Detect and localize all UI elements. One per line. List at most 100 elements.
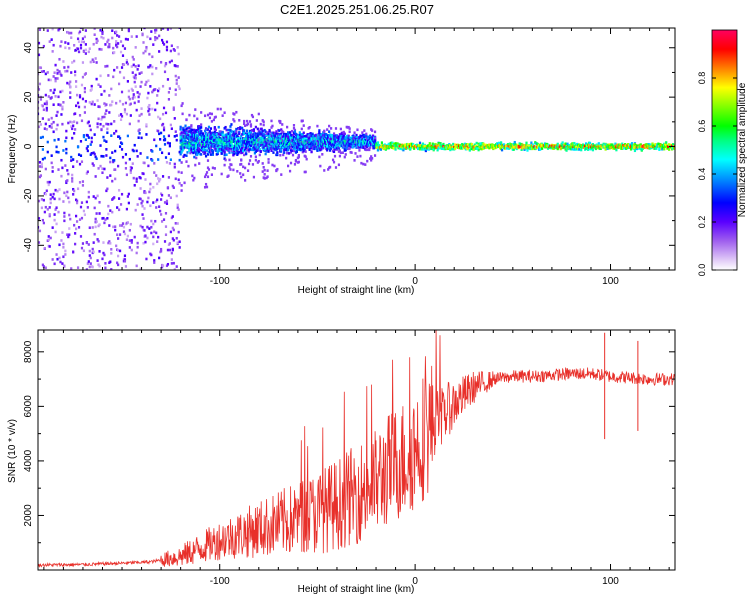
spectrogram-cell bbox=[140, 136, 143, 140]
spectrogram-cell bbox=[143, 161, 146, 165]
spectrogram-cell bbox=[289, 146, 293, 150]
spectrogram-cell bbox=[200, 130, 203, 133]
spectrogram-cell bbox=[228, 151, 231, 154]
spectrogram-cell bbox=[528, 144, 531, 148]
spectrogram-cell bbox=[39, 123, 43, 126]
spectrogram-cell bbox=[75, 201, 79, 205]
spectrogram-cell bbox=[376, 148, 380, 152]
spectrogram-cell bbox=[170, 258, 173, 261]
spectrogram-cell bbox=[48, 180, 51, 184]
spectrogram-cell bbox=[270, 149, 273, 152]
spectrogram-cell bbox=[372, 134, 375, 138]
spectrogram-cell bbox=[76, 187, 80, 191]
spectrogram-cell bbox=[196, 153, 199, 157]
spectrogram-cell bbox=[73, 59, 76, 63]
spectrogram-cell bbox=[117, 114, 121, 117]
spectrogram-cell bbox=[561, 141, 564, 144]
spectrogram-cell bbox=[417, 144, 421, 147]
spectrogram-cell bbox=[154, 108, 157, 112]
spectrogram-cell bbox=[217, 132, 220, 136]
spectrogram-cell bbox=[78, 24, 80, 27]
spectrogram-cell bbox=[596, 144, 599, 147]
spectrogram-cell bbox=[95, 157, 98, 161]
spectrogram-cell bbox=[162, 43, 166, 46]
spectrogram-cell bbox=[66, 190, 69, 194]
spectrogram-cell bbox=[153, 259, 156, 262]
spectrogram-cell bbox=[285, 156, 288, 160]
spectrogram-cell bbox=[133, 80, 136, 84]
colorbar-tick-label: 0.4 bbox=[697, 168, 707, 181]
spectrogram-cell bbox=[161, 112, 165, 116]
spectrogram-cell bbox=[339, 127, 342, 131]
spectrogram-cell bbox=[63, 219, 66, 223]
spectrogram-cell bbox=[334, 127, 338, 130]
spectrogram-cell bbox=[38, 86, 40, 89]
spectrogram-cell bbox=[115, 101, 118, 105]
spectrogram-cell bbox=[442, 142, 445, 146]
spectrogram-cell bbox=[148, 103, 151, 107]
spectrogram-cell bbox=[48, 206, 51, 209]
spectrogram-cell bbox=[63, 191, 66, 195]
spectrogram-cell bbox=[240, 149, 243, 153]
spectrogram-cell bbox=[482, 142, 485, 146]
spectrogram-cell bbox=[243, 132, 246, 135]
spectrogram-cell bbox=[499, 144, 502, 147]
spectrogram-cell bbox=[332, 160, 336, 164]
spectrogram-cell bbox=[120, 192, 124, 196]
spectrogram-cell bbox=[81, 61, 85, 64]
spectrogram-cell bbox=[79, 46, 83, 50]
spectrogram-cell bbox=[97, 263, 100, 267]
spectrogram-cell bbox=[44, 167, 47, 171]
spectrogram-cell bbox=[261, 129, 264, 133]
spectrogram-cell bbox=[259, 150, 262, 153]
spectrogram-cell bbox=[288, 139, 292, 142]
spectrogram-cell bbox=[81, 75, 85, 79]
spectrogram-cell bbox=[647, 142, 650, 146]
spectrogram-cell bbox=[194, 108, 197, 111]
spectrogram-cell bbox=[38, 53, 41, 57]
spectrogram-cell bbox=[289, 151, 293, 154]
spectrogram-cell bbox=[95, 220, 98, 223]
snr-x-tick-label: -100 bbox=[210, 576, 230, 587]
spectrogram-cell bbox=[149, 64, 152, 67]
spectrogram-cell bbox=[334, 166, 338, 169]
spectrogram-cell bbox=[363, 129, 366, 132]
spectrogram-cell bbox=[111, 100, 114, 103]
spectrogram-cell bbox=[87, 260, 90, 263]
spectrogram-cell bbox=[448, 146, 451, 150]
spectrogram-cell bbox=[241, 146, 244, 150]
spectrogram-cell bbox=[270, 147, 273, 150]
spectrogram-cell bbox=[102, 36, 105, 40]
spectrogram-cell bbox=[584, 142, 588, 145]
spectrogram-cell bbox=[466, 147, 469, 151]
spectrogram-cell bbox=[151, 150, 154, 153]
spectrogram-cell bbox=[298, 145, 301, 149]
spectrogram-cell bbox=[254, 125, 257, 129]
spectrogram-cell bbox=[586, 148, 590, 151]
spectrogram-cell bbox=[389, 143, 392, 147]
spectrogram-cell bbox=[139, 224, 142, 228]
spectrogram-cell bbox=[232, 168, 235, 172]
spectrogram-cell bbox=[214, 128, 217, 132]
spectrogram-cell bbox=[615, 148, 618, 152]
spectrogram-cell bbox=[353, 131, 356, 135]
spectrogram-cell bbox=[297, 155, 300, 159]
spectrogram-cell bbox=[138, 114, 141, 117]
spectrogram-cell bbox=[160, 192, 163, 196]
spectrogram-cell bbox=[57, 95, 60, 99]
spectrogram-cell bbox=[89, 60, 92, 64]
spectrogram-cell bbox=[280, 173, 283, 176]
spectrogram-cell bbox=[103, 221, 106, 225]
spectrogram-cell bbox=[123, 47, 127, 50]
spectrogram-cell bbox=[300, 145, 303, 148]
spectrogram-cell bbox=[251, 115, 255, 119]
spectrogram-cell bbox=[117, 35, 121, 38]
spectrogram-cell bbox=[163, 70, 167, 74]
spectrogram-cell bbox=[100, 48, 103, 51]
spectrogram-cell bbox=[578, 148, 581, 151]
colorbar-tick-label: 0.0 bbox=[697, 264, 707, 277]
spectrogram-cell bbox=[114, 177, 117, 181]
spectrogram-cell bbox=[80, 119, 84, 123]
spectrogram-cell bbox=[38, 226, 40, 229]
spectrogram-cell bbox=[282, 130, 285, 134]
